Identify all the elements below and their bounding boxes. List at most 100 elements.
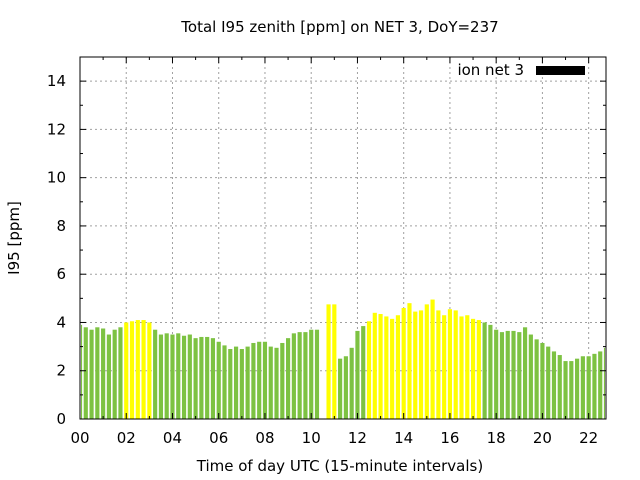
bar (372, 312, 377, 419)
y-axis-title: I95 [ppm] (5, 201, 23, 275)
bar (459, 316, 464, 419)
bar (563, 361, 568, 419)
bar (332, 304, 337, 419)
bar (89, 329, 94, 419)
bar (511, 330, 516, 419)
bar (540, 342, 545, 419)
bar (81, 324, 83, 419)
y-tick-label: 14 (47, 72, 66, 90)
y-tick-label: 4 (56, 313, 66, 331)
bar (112, 329, 117, 419)
x-tick-label: 14 (394, 429, 413, 447)
axis-ticks (79, 57, 606, 420)
bar (268, 346, 273, 419)
bar (141, 320, 146, 419)
legend-label: ion net 3 (457, 61, 524, 79)
x-tick-label: 06 (209, 429, 228, 447)
bar (430, 299, 435, 419)
bar (147, 322, 152, 419)
bar (598, 351, 603, 419)
bar (569, 361, 574, 419)
y-tick-label: 12 (47, 120, 66, 138)
bar (470, 318, 476, 419)
bar (378, 314, 383, 419)
y-tick-label: 2 (56, 362, 66, 380)
bar (280, 342, 285, 419)
x-tick-label: 10 (302, 429, 321, 447)
bar (517, 332, 522, 419)
bar (482, 322, 487, 419)
bar (158, 334, 164, 419)
bar (187, 334, 192, 419)
bar (401, 307, 406, 419)
bar (216, 341, 221, 419)
bar (338, 358, 343, 419)
bar (522, 327, 528, 419)
bar (170, 334, 175, 419)
x-tick-label: 08 (255, 429, 274, 447)
bar (262, 341, 268, 419)
x-tick-label: 02 (117, 429, 136, 447)
bar (303, 332, 308, 419)
bar (424, 304, 429, 419)
x-tick-labels: 00 02 04 06 08 10 12 14 16 18 20 22 (70, 429, 598, 447)
bar (442, 315, 447, 419)
legend-swatch (536, 66, 585, 75)
bar (603, 347, 605, 419)
bar (176, 333, 181, 419)
bar (314, 329, 320, 419)
bar (205, 336, 210, 419)
bar (239, 349, 244, 419)
bar (557, 355, 562, 419)
bar (395, 315, 400, 419)
x-tick-label: 00 (70, 429, 89, 447)
bar (575, 358, 580, 419)
bar (95, 327, 100, 419)
bar (274, 347, 279, 419)
y-tick-label: 10 (47, 169, 66, 187)
chart-title: Total I95 zenith [ppm] on NET 3, DoY=237 (180, 18, 498, 36)
y-tick-label: 6 (56, 265, 66, 283)
bar (580, 356, 585, 419)
legend: ion net 3 (457, 61, 585, 79)
bar (251, 342, 256, 419)
bar (499, 332, 505, 419)
x-tick-label: 22 (579, 429, 598, 447)
x-tick-label: 20 (533, 429, 552, 447)
bar (164, 333, 169, 419)
bar (343, 356, 348, 419)
bar (193, 338, 198, 419)
bar (546, 346, 551, 419)
y-tick-label: 8 (56, 217, 66, 235)
plot-frame (79, 56, 607, 420)
bar (199, 336, 204, 419)
bar (101, 328, 106, 419)
bar (326, 304, 331, 419)
bar (366, 321, 372, 419)
bar (413, 311, 418, 419)
bar (476, 320, 481, 419)
bar (233, 346, 239, 419)
x-tick-label: 12 (348, 429, 367, 447)
bar (135, 320, 140, 419)
bar (528, 334, 533, 419)
bar (505, 330, 510, 419)
bar (83, 327, 88, 419)
bar (106, 334, 111, 419)
bar (245, 346, 250, 419)
bar (257, 341, 262, 419)
bar (453, 310, 458, 419)
bar (465, 315, 470, 419)
bar (488, 324, 493, 419)
bar (361, 326, 366, 419)
x-tick-label: 16 (440, 429, 459, 447)
bar (297, 332, 302, 419)
x-tick-label: 18 (487, 429, 506, 447)
y-tick-label: 0 (56, 410, 66, 428)
bar (592, 353, 597, 419)
bar (436, 310, 441, 419)
bar (349, 347, 354, 419)
bar (124, 322, 129, 419)
bar (291, 333, 296, 419)
bar (309, 329, 314, 419)
